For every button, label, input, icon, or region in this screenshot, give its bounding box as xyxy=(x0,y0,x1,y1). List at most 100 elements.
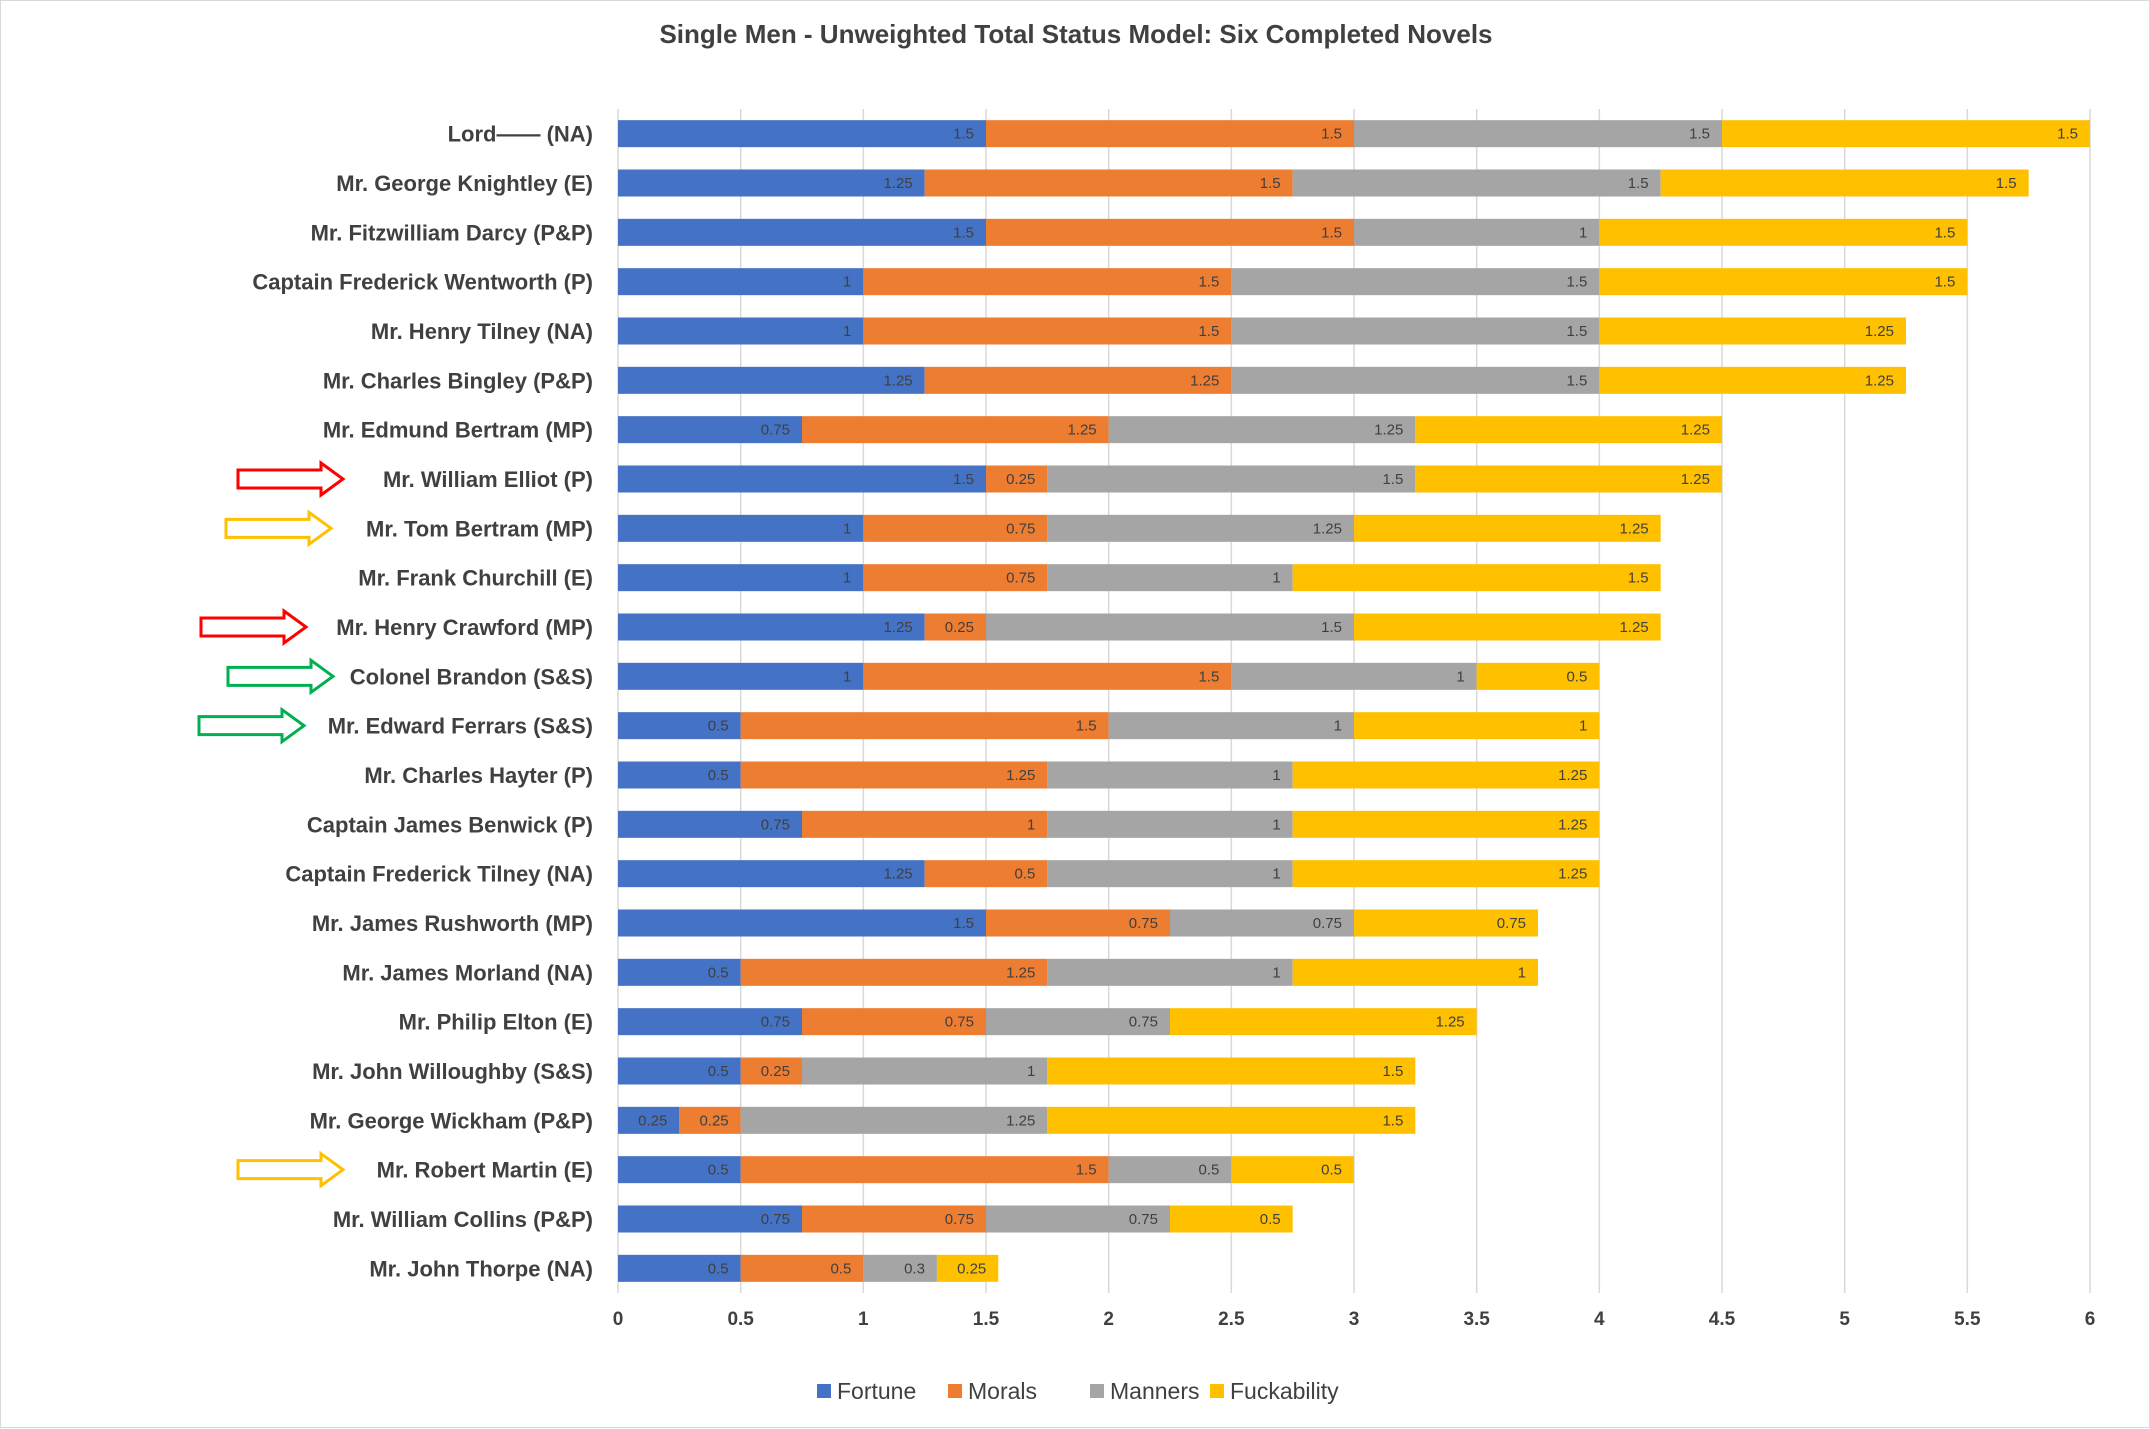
data-label: 1 xyxy=(1334,718,1342,735)
bar-segment-morals xyxy=(924,613,986,641)
data-label: 1.5 xyxy=(953,471,974,488)
bar-segment-fortune xyxy=(618,366,925,394)
data-label: 0.25 xyxy=(957,1260,986,1277)
legend-swatch-manners xyxy=(1090,1384,1104,1398)
data-label: 1.25 xyxy=(883,866,912,883)
category-label: Mr. Frank Churchill (E) xyxy=(358,566,593,591)
data-label: 0.75 xyxy=(1006,520,1035,537)
data-label: 0.5 xyxy=(708,1162,729,1179)
data-label: 1.25 xyxy=(1006,1112,1035,1129)
annotation-arrow xyxy=(199,608,309,646)
bar-segment-manners xyxy=(1108,712,1354,740)
bar-segment-morals xyxy=(863,268,1232,296)
bar-segment-manners xyxy=(740,1106,1048,1134)
x-tick-label: 2 xyxy=(1103,1309,1114,1330)
bar-segment-fuckability xyxy=(1722,120,2090,148)
data-label: 1.5 xyxy=(953,126,974,143)
bar-segment-manners xyxy=(863,1254,937,1282)
data-label: 1.25 xyxy=(1619,619,1648,636)
bar-segment-manners xyxy=(802,1057,1048,1085)
bar-segment-fortune xyxy=(618,317,864,345)
data-label: 1.5 xyxy=(1382,1063,1403,1080)
category-label: Mr. Tom Bertram (MP) xyxy=(366,516,593,541)
category-label: Mr. James Rushworth (MP) xyxy=(312,911,593,936)
data-label: 1.5 xyxy=(1198,274,1219,291)
bar-segment-fuckability xyxy=(1599,218,1968,246)
bar-segment-fuckability xyxy=(1047,1106,1416,1134)
data-label: 1.5 xyxy=(2057,126,2078,143)
bar-segment-fuckability xyxy=(1476,662,1600,690)
bar-segment-morals xyxy=(740,1057,802,1085)
bar-segment-fuckability xyxy=(1292,761,1600,789)
data-label: 0.75 xyxy=(761,422,790,439)
data-label: 1.25 xyxy=(1313,520,1342,537)
legend-label: Manners xyxy=(1110,1378,1199,1404)
data-label: 1.5 xyxy=(1996,175,2017,192)
data-label: 0.75 xyxy=(761,816,790,833)
chart-title: Single Men - Unweighted Total Status Mod… xyxy=(659,19,1492,49)
legend-label: Morals xyxy=(968,1378,1037,1404)
data-label: 0.5 xyxy=(708,1063,729,1080)
legend: Fortune Morals Manners Fuckability xyxy=(817,1378,1339,1404)
legend-swatch-morals xyxy=(948,1384,962,1398)
bar-segment-fortune xyxy=(618,613,925,641)
bar-segment-morals xyxy=(986,218,1354,246)
bar-segment-fortune xyxy=(618,958,741,986)
data-labels: 1.5 1.5 1.5 1.5 1.25 1.5 1.5 1.5 1.5 1.5 1 1.5 1 1.5 1… xyxy=(638,126,2078,1278)
data-label: 1.5 xyxy=(1628,175,1649,192)
bar-segment-fortune xyxy=(618,268,864,296)
data-label: 1.25 xyxy=(1435,1014,1464,1031)
data-label: 1.25 xyxy=(1558,816,1587,833)
bar-segment-manners xyxy=(1108,1156,1232,1184)
data-label: 1.5 xyxy=(953,224,974,241)
data-label: 1 xyxy=(1272,767,1280,784)
data-label: 1.25 xyxy=(883,619,912,636)
bar-segment-manners xyxy=(1231,662,1477,690)
bar-segment-morals xyxy=(986,909,1170,937)
category-label: Mr. John Thorpe (NA) xyxy=(369,1256,593,1281)
data-label: 1 xyxy=(1579,718,1587,735)
x-tick-label: 5.5 xyxy=(1954,1309,1981,1330)
data-label: 1.5 xyxy=(1260,175,1281,192)
data-label: 1 xyxy=(843,668,851,685)
bar-segment-fortune xyxy=(618,416,802,444)
category-label: Mr. George Knightley (E) xyxy=(336,171,593,196)
bar-segment-fuckability xyxy=(1415,465,1722,493)
category-label: Mr. Edward Ferrars (S&S) xyxy=(328,714,593,739)
data-label: 1 xyxy=(1456,668,1464,685)
bar-segment-fuckability xyxy=(1354,712,1600,740)
bar-segment-fortune xyxy=(618,909,986,937)
data-label: 0.75 xyxy=(1497,915,1526,932)
bar-segment-manners xyxy=(986,1008,1170,1036)
annotation-arrow xyxy=(197,706,307,745)
x-tick-label: 1 xyxy=(858,1309,869,1330)
x-tick-label: 4 xyxy=(1594,1309,1605,1330)
x-tick-label: 1.5 xyxy=(973,1309,1000,1330)
bar-segment-morals xyxy=(863,514,1048,542)
data-label: 1 xyxy=(1027,816,1035,833)
data-label: 0.5 xyxy=(1566,668,1587,685)
annotation-arrow xyxy=(236,1150,346,1189)
bar-segment-manners xyxy=(1292,169,1661,197)
data-label: 1.5 xyxy=(1076,718,1097,735)
category-label: Lord—— (NA) xyxy=(448,122,593,147)
category-label: Mr. Charles Hayter (P) xyxy=(364,763,593,788)
annotation-arrow xyxy=(226,657,336,696)
bar-segment-manners xyxy=(1047,465,1416,493)
x-tick-label: 2.5 xyxy=(1218,1309,1245,1330)
bar-segment-manners xyxy=(1047,810,1293,838)
data-label: 0.5 xyxy=(708,964,729,981)
data-label: 1.25 xyxy=(1681,422,1710,439)
data-label: 1.25 xyxy=(1006,767,1035,784)
data-label: 1.25 xyxy=(1067,422,1096,439)
bar-segment-morals xyxy=(740,1156,1109,1184)
data-label: 1 xyxy=(843,323,851,340)
data-label: 1.25 xyxy=(1190,372,1219,389)
bar-segment-fuckability xyxy=(1599,317,1906,345)
bar-segment-fortune xyxy=(618,860,925,888)
data-label: 1.5 xyxy=(953,915,974,932)
bar-segment-fuckability xyxy=(1047,1057,1416,1085)
bar-segment-manners xyxy=(1231,317,1600,345)
data-label: 1.5 xyxy=(1382,471,1403,488)
bar-segment-morals xyxy=(679,1106,741,1134)
